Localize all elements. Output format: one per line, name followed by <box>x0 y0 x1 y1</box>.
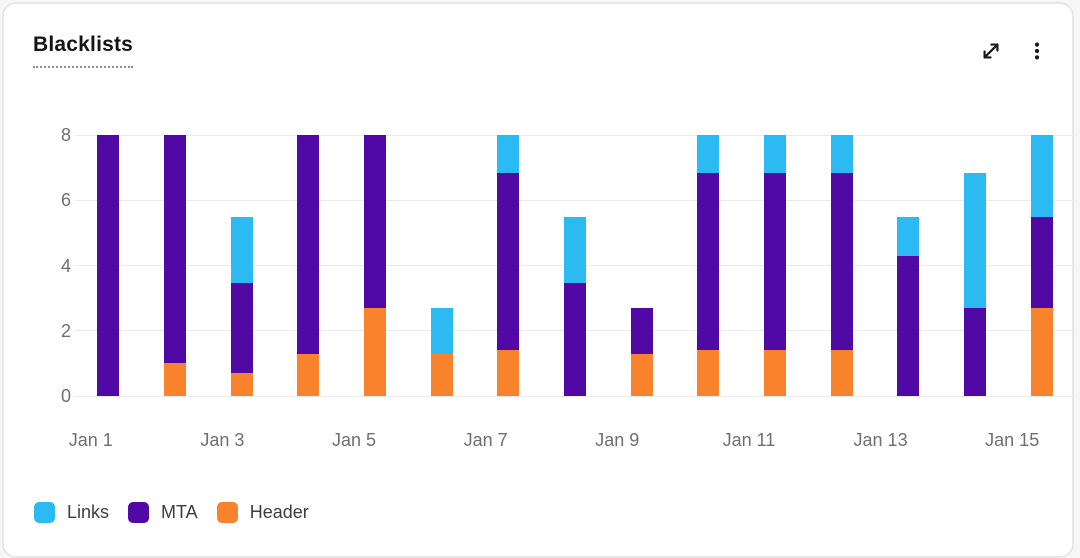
gridline-y-0 <box>75 395 1075 397</box>
x-tick-label-jan-15: Jan 15 <box>985 430 1040 450</box>
header-segment-jan-11[interactable] <box>764 350 786 396</box>
links-segment-jan-8[interactable] <box>564 216 586 284</box>
bar-jan-10 <box>697 135 720 396</box>
gridline-y-6 <box>75 199 1075 201</box>
y-axis-labels: 0 2 4 6 8 <box>30 125 75 406</box>
mta-segment-jan-15[interactable] <box>1030 216 1053 308</box>
y-tick-label-0: 0 <box>60 386 71 406</box>
x-tick-label-jan-9: Jan 9 <box>595 430 640 450</box>
mta-segment-jan-7[interactable] <box>497 172 520 351</box>
expand-button[interactable] <box>978 38 1004 64</box>
bar-jan-8 <box>564 135 586 396</box>
header-segment-jan-9[interactable] <box>630 353 653 396</box>
bar-jan-15 <box>1030 135 1053 396</box>
header-segment-jan-2[interactable] <box>164 363 186 396</box>
chart-legend: Links MTA Header <box>34 502 309 523</box>
links-segment-jan-10[interactable] <box>697 135 720 173</box>
bar-jan-3 <box>230 135 253 396</box>
mta-segment-jan-2[interactable] <box>164 135 186 364</box>
header-segment-jan-3[interactable] <box>230 373 253 396</box>
header-segment-jan-15[interactable] <box>1030 307 1053 396</box>
bar-jan-11 <box>764 135 786 396</box>
legend-swatch-mta <box>128 502 150 523</box>
links-segment-jan-14[interactable] <box>964 172 986 308</box>
bar-jan-5 <box>364 135 386 396</box>
mta-segment-jan-10[interactable] <box>697 172 720 351</box>
bar-jan-1 <box>97 135 120 396</box>
x-tick-label-jan-5: Jan 5 <box>332 430 377 450</box>
bar-jan-14 <box>964 135 986 396</box>
mta-segment-jan-9[interactable] <box>630 307 653 354</box>
mta-segment-jan-3[interactable] <box>230 283 253 374</box>
gridline-y-8 <box>75 134 1075 136</box>
header-segment-jan-7[interactable] <box>497 350 520 396</box>
x-tick-label-jan-13: Jan 13 <box>853 430 908 450</box>
legend-item-header[interactable]: Header <box>216 502 309 523</box>
mta-segment-jan-5[interactable] <box>364 135 386 308</box>
kebab-menu-button[interactable] <box>1024 38 1050 64</box>
x-tick-label-jan-7: Jan 7 <box>463 430 508 450</box>
legend-label-header: Header <box>249 502 309 522</box>
x-axis-labels: Jan 1 Jan 3 Jan 5 Jan 7 Jan 9 Jan 11 Jan 13 Jan… <box>25 430 1078 451</box>
bar-jan-6 <box>430 135 453 396</box>
bar-jan-13 <box>897 135 920 396</box>
legend-item-links[interactable]: Links <box>34 502 109 523</box>
card-header-actions <box>978 38 1050 64</box>
mta-segment-jan-4[interactable] <box>297 135 320 354</box>
header-segment-jan-4[interactable] <box>297 353 320 396</box>
y-tick-label-4: 4 <box>60 255 71 276</box>
legend-swatch-links <box>34 502 55 523</box>
links-segment-jan-13[interactable] <box>897 216 920 256</box>
header-segment-jan-12[interactable] <box>830 350 853 396</box>
links-segment-jan-6[interactable] <box>430 307 453 354</box>
bar-jan-7 <box>497 135 520 396</box>
x-tick-label-jan-3: Jan 3 <box>200 430 245 450</box>
card-title[interactable]: Blacklists <box>33 33 134 68</box>
header-segment-jan-10[interactable] <box>697 350 720 396</box>
y-tick-label-8: 8 <box>60 125 71 145</box>
legend-label-links: Links <box>67 502 110 522</box>
bar-jan-4 <box>297 135 320 396</box>
bar-jan-12 <box>830 135 853 396</box>
legend-swatch-header <box>216 502 238 523</box>
bar-jan-2 <box>164 135 186 396</box>
expand-icon <box>983 43 999 59</box>
mta-segment-jan-13[interactable] <box>897 255 920 396</box>
header-segment-jan-5[interactable] <box>364 307 386 396</box>
y-tick-label-6: 6 <box>60 190 71 211</box>
links-segment-jan-12[interactable] <box>830 135 853 173</box>
x-tick-label-jan-11: Jan 11 <box>722 430 776 450</box>
plot-area <box>75 134 1075 397</box>
mta-segment-jan-14[interactable] <box>964 307 986 396</box>
bar-jan-9 <box>630 135 653 396</box>
links-segment-jan-3[interactable] <box>230 216 253 284</box>
y-tick-label-2: 2 <box>60 320 71 341</box>
kebab-menu-icon <box>1034 42 1040 60</box>
mta-segment-jan-11[interactable] <box>764 172 786 351</box>
links-segment-jan-11[interactable] <box>764 135 786 173</box>
links-segment-jan-15[interactable] <box>1030 135 1053 217</box>
header-segment-jan-6[interactable] <box>430 353 453 396</box>
legend-label-mta: MTA <box>161 502 198 522</box>
mta-segment-jan-1[interactable] <box>97 135 120 396</box>
legend-item-mta[interactable]: MTA <box>128 502 198 523</box>
mta-segment-jan-12[interactable] <box>830 172 853 351</box>
links-segment-jan-7[interactable] <box>497 135 520 173</box>
mta-segment-jan-8[interactable] <box>564 283 586 396</box>
x-tick-label-jan-1: Jan 1 <box>68 430 113 450</box>
